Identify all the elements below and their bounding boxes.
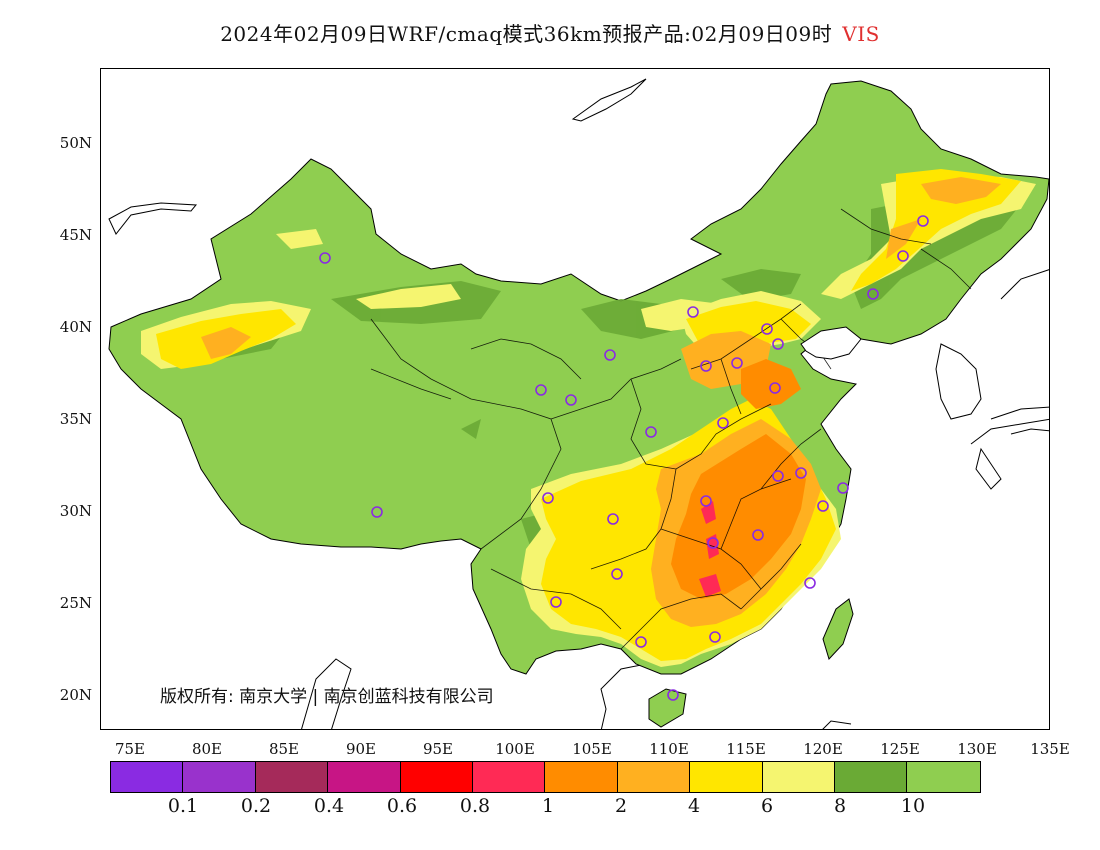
legend-label: 0.8 (459, 795, 491, 817)
legend-label: 6 (760, 795, 774, 817)
province-boundaries (370, 208, 972, 650)
legend-label: 1 (541, 795, 555, 817)
lon-label: 110E (649, 740, 689, 758)
lon-label: 130E (957, 740, 997, 758)
station-marker (645, 426, 657, 438)
station-marker (795, 467, 807, 479)
station-marker (635, 636, 647, 648)
legend-swatch (617, 762, 691, 792)
station-marker (709, 631, 721, 643)
lon-label: 95E (422, 740, 454, 758)
legend-label: 10 (900, 795, 926, 817)
station-marker (565, 394, 577, 406)
map-frame (100, 68, 1050, 730)
legend-swatch (472, 762, 546, 792)
map-canvas (108, 78, 1049, 729)
station-marker (604, 349, 616, 361)
station-marker (769, 382, 781, 394)
legend-swatch (183, 762, 256, 792)
station-marker (731, 357, 743, 369)
map-title: 2024年02月09日WRF/cmaq模式36km预报产品:02月09日09时 V… (0, 18, 1100, 47)
legend-label: 2 (614, 795, 628, 817)
title-text: 2024年02月09日WRF/cmaq模式36km预报产品:02月09日09时 (220, 22, 833, 46)
station-marker (761, 323, 773, 335)
legend-swatch (111, 762, 184, 792)
station-marker (319, 252, 331, 264)
lon-label: 105E (572, 740, 612, 758)
legend-label: 0.1 (167, 795, 199, 817)
lon-label: 115E (726, 740, 766, 758)
station-marker (371, 506, 383, 518)
legend-swatch (400, 762, 473, 792)
legend-swatch (545, 762, 618, 792)
legend-label: 4 (687, 795, 701, 817)
legend-colorbar (110, 761, 981, 793)
station-marker (752, 529, 764, 541)
legend-swatch (907, 762, 980, 792)
lon-label: 100E (495, 740, 535, 758)
station-marker (687, 306, 699, 318)
lon-label: 75E (114, 740, 146, 758)
lat-label: 35N (59, 410, 92, 428)
legend-swatch (255, 762, 329, 792)
station-marker (917, 215, 929, 227)
lat-label: 25N (59, 594, 92, 612)
station-marker (717, 417, 729, 429)
station-marker (611, 568, 623, 580)
station-marker (817, 500, 829, 512)
legend-label: 8 (833, 795, 847, 817)
station-marker (667, 689, 679, 701)
legend-swatch (690, 762, 763, 792)
copyright-text: 版权所有: 南京大学 | 南京创蓝科技有限公司 (160, 687, 494, 707)
legend-label: 0.4 (313, 795, 345, 817)
variable-label: VIS (842, 22, 880, 46)
legend-label: 0.2 (240, 795, 272, 817)
lat-label: 30N (59, 502, 92, 520)
station-marker (700, 360, 712, 372)
lon-label: 80E (191, 740, 223, 758)
station-markers (319, 215, 929, 701)
station-marker (700, 495, 712, 507)
lat-label: 40N (59, 318, 92, 336)
lon-label: 90E (345, 740, 377, 758)
legend-swatch (834, 762, 908, 792)
legend-label: 0.6 (386, 795, 418, 817)
station-marker (535, 384, 547, 396)
lat-label: 20N (59, 686, 92, 704)
station-marker (804, 577, 816, 589)
station-marker (772, 338, 784, 350)
lon-label: 135E (1030, 740, 1070, 758)
bohai-sea (800, 326, 862, 360)
neighbor-coastlines (108, 78, 1049, 729)
station-marker (607, 513, 619, 525)
station-marker (542, 492, 554, 504)
station-marker (550, 596, 562, 608)
station-marker (897, 250, 909, 262)
lon-label: 125E (880, 740, 920, 758)
lat-label: 50N (59, 134, 92, 152)
station-marker (837, 482, 849, 494)
lon-label: 85E (268, 740, 300, 758)
legend-swatch (328, 762, 401, 792)
station-marker (772, 470, 784, 482)
station-marker (707, 537, 719, 549)
legend-swatch (762, 762, 835, 792)
lat-label: 45N (59, 226, 92, 244)
lon-label: 120E (803, 740, 843, 758)
station-marker (867, 288, 879, 300)
